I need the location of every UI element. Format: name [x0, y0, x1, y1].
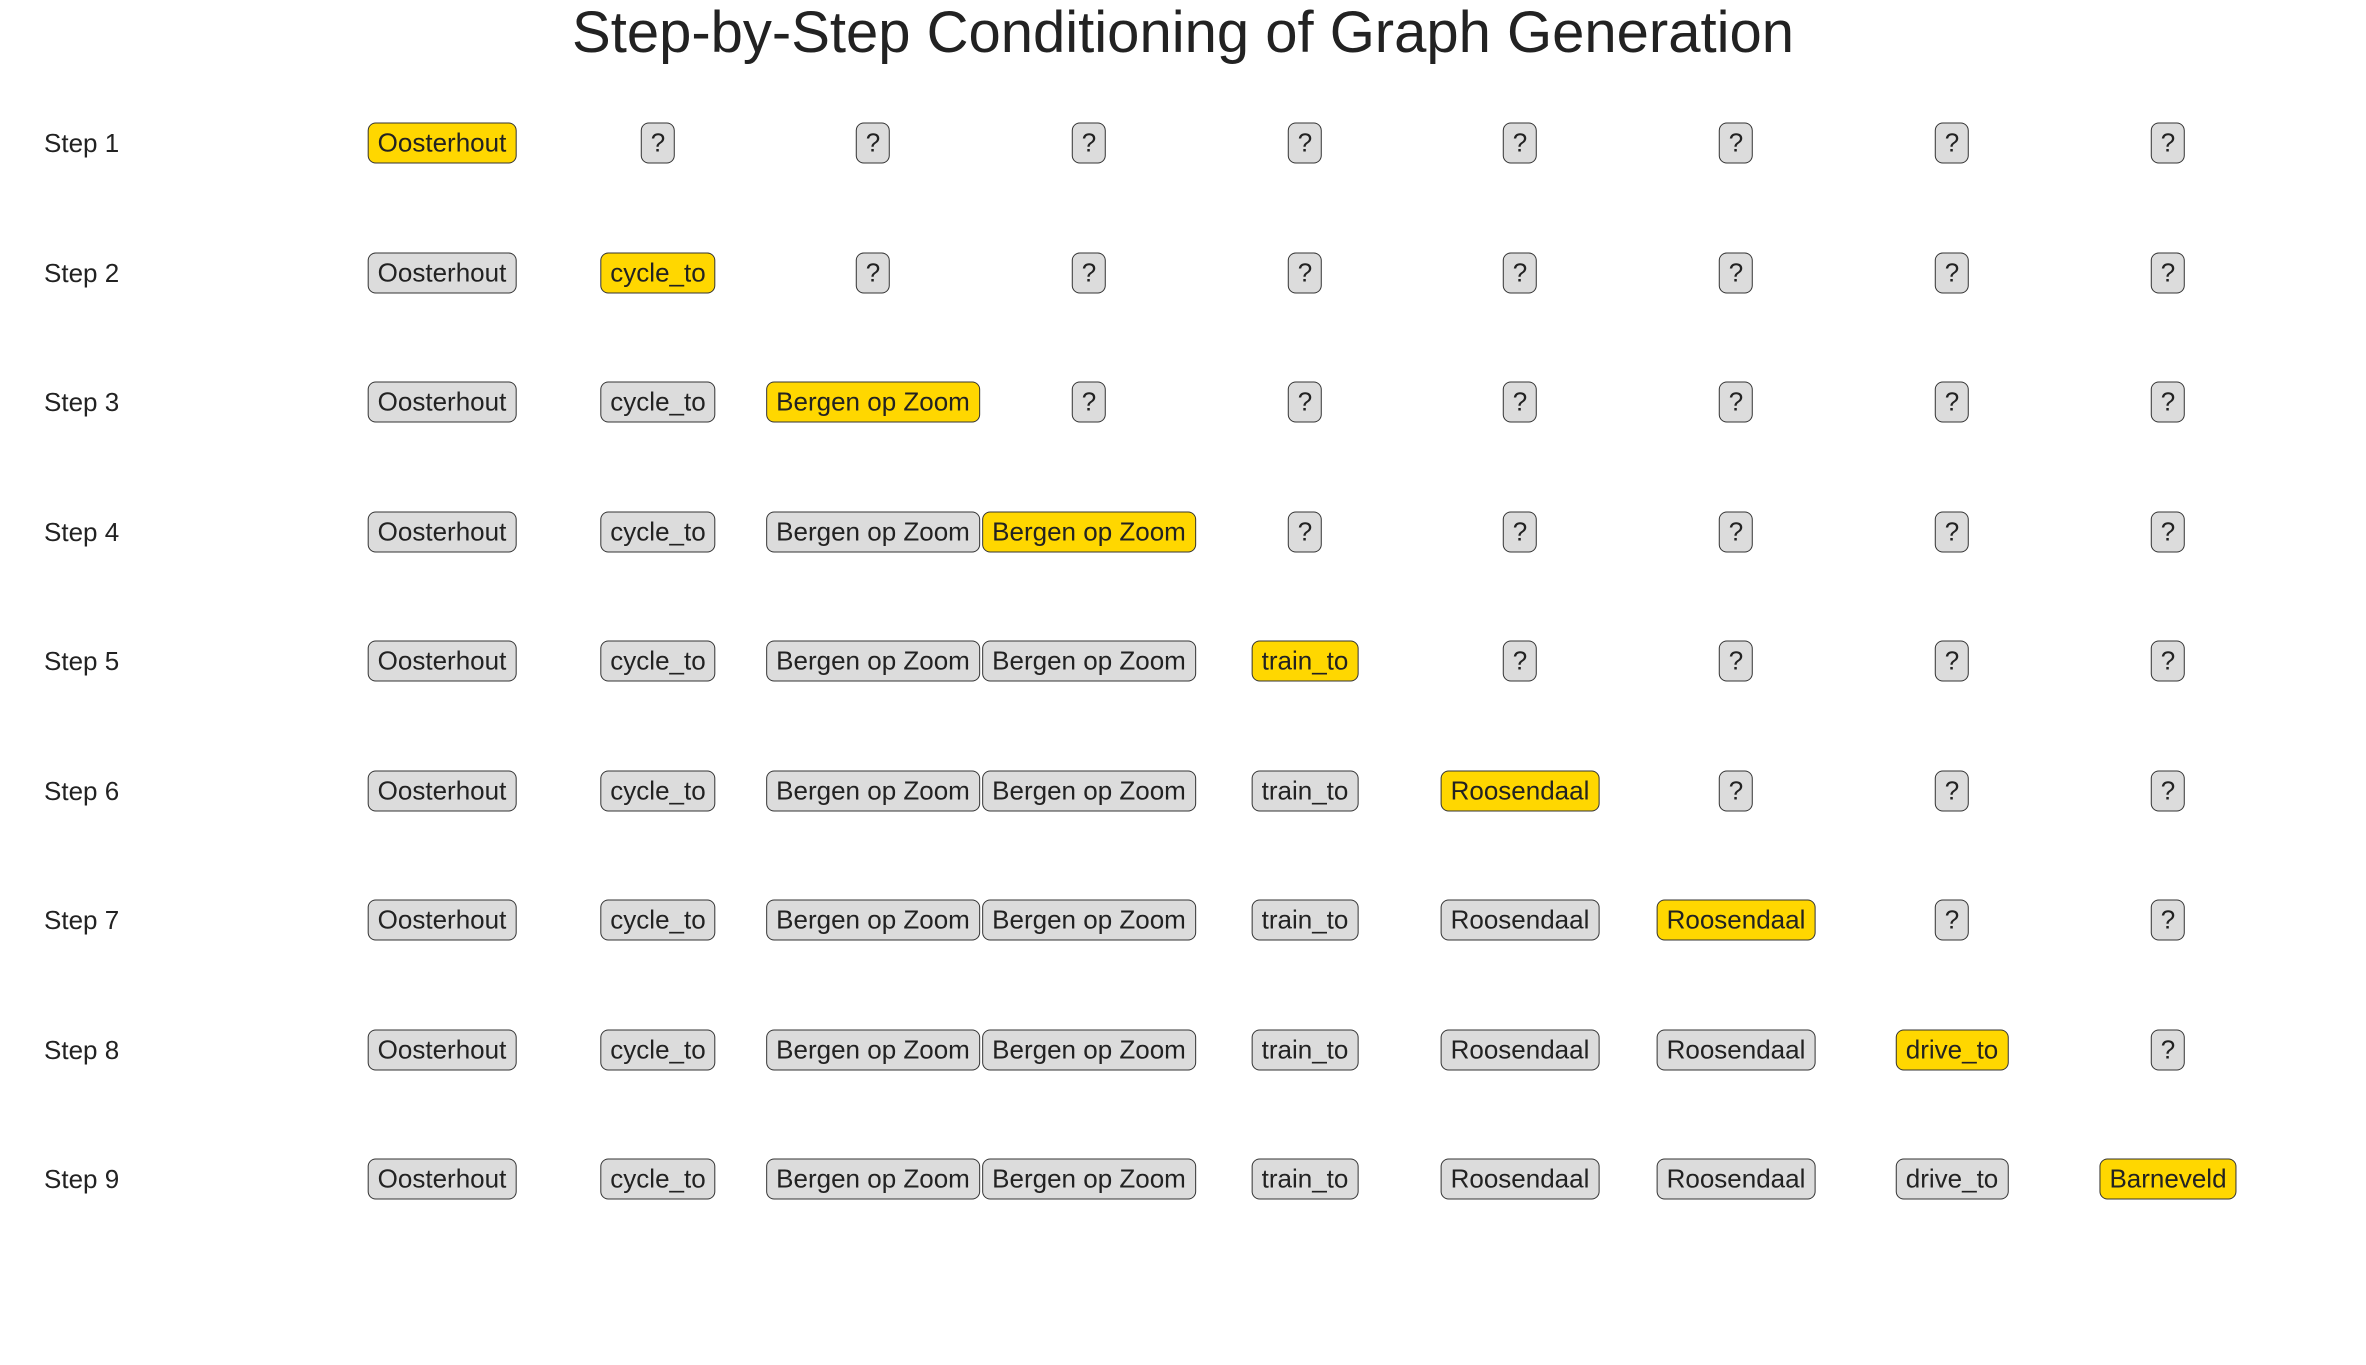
token-unknown: ?: [1718, 640, 1754, 682]
token-unknown: ?: [640, 122, 676, 164]
token-unknown: ?: [2150, 899, 2186, 941]
token-unknown: ?: [1287, 122, 1323, 164]
token-known: Oosterhout: [367, 511, 517, 552]
step-label: Step 6: [44, 775, 120, 806]
token-known: Bergen op Zoom: [982, 1029, 1196, 1070]
token-current: Roosendaal: [1440, 770, 1600, 811]
step-label: Step 3: [44, 387, 120, 417]
token-unknown: ?: [1718, 381, 1754, 423]
token-unknown: ?: [2150, 511, 2186, 552]
step-label: Step 1: [44, 128, 120, 158]
token-known: train_to: [1251, 1158, 1359, 1200]
token-known: cycle_to: [600, 640, 716, 682]
token-unknown: ?: [1502, 640, 1538, 682]
token-known: Bergen op Zoom: [766, 511, 980, 552]
token-known: Roosendaal: [1656, 1029, 1816, 1070]
token-current: Bergen op Zoom: [982, 511, 1196, 552]
token-unknown: ?: [1287, 511, 1323, 552]
token-unknown: ?: [2150, 252, 2186, 293]
token-known: cycle_to: [600, 1029, 716, 1070]
token-known: Bergen op Zoom: [766, 1158, 980, 1200]
token-unknown: ?: [2150, 640, 2186, 682]
token-known: Roosendaal: [1656, 1158, 1816, 1200]
token-known: Oosterhout: [367, 1158, 517, 1200]
token-unknown: ?: [1934, 122, 1970, 164]
step-label: Step 5: [44, 646, 120, 676]
token-unknown: ?: [1287, 252, 1323, 293]
token-known: Bergen op Zoom: [982, 899, 1196, 941]
token-unknown: ?: [1934, 899, 1970, 941]
token-known: cycle_to: [600, 770, 716, 811]
diagram-title: Step-by-Step Conditioning of Graph Gener…: [572, 0, 1794, 65]
token-known: Roosendaal: [1440, 1158, 1600, 1200]
token-unknown: ?: [1934, 511, 1970, 552]
token-unknown: ?: [1071, 252, 1107, 293]
step-label: Step 9: [44, 1164, 120, 1194]
token-unknown: ?: [2150, 770, 2186, 811]
token-current: drive_to: [1895, 1029, 2009, 1070]
token-unknown: ?: [1071, 381, 1107, 423]
token-unknown: ?: [1287, 381, 1323, 423]
token-unknown: ?: [1718, 122, 1754, 164]
token-unknown: ?: [1934, 252, 1970, 293]
token-known: Bergen op Zoom: [766, 1029, 980, 1070]
token-unknown: ?: [1934, 770, 1970, 811]
token-known: cycle_to: [600, 511, 716, 552]
token-known: Oosterhout: [367, 381, 517, 423]
token-unknown: ?: [1502, 252, 1538, 293]
token-known: Bergen op Zoom: [766, 899, 980, 941]
token-known: Bergen op Zoom: [766, 640, 980, 682]
token-current: Oosterhout: [367, 122, 517, 164]
token-known: train_to: [1251, 770, 1359, 811]
token-known: Bergen op Zoom: [982, 640, 1196, 682]
step-label: Step 2: [44, 257, 120, 288]
token-unknown: ?: [1502, 122, 1538, 164]
token-unknown: ?: [1718, 770, 1754, 811]
token-current: train_to: [1251, 640, 1359, 682]
token-current: cycle_to: [600, 252, 716, 293]
token-unknown: ?: [855, 252, 891, 293]
step-label: Step 4: [44, 516, 120, 547]
step-label: Step 8: [44, 1034, 120, 1065]
token-known: Roosendaal: [1440, 899, 1600, 941]
token-known: Bergen op Zoom: [766, 770, 980, 811]
token-unknown: ?: [2150, 381, 2186, 423]
token-known: Oosterhout: [367, 899, 517, 941]
token-known: Oosterhout: [367, 770, 517, 811]
token-unknown: ?: [1718, 511, 1754, 552]
token-current: Roosendaal: [1656, 899, 1816, 941]
token-known: Oosterhout: [367, 252, 517, 293]
token-unknown: ?: [1718, 252, 1754, 293]
token-unknown: ?: [1934, 640, 1970, 682]
token-known: Oosterhout: [367, 1029, 517, 1070]
token-unknown: ?: [1502, 381, 1538, 423]
token-known: Bergen op Zoom: [982, 1158, 1196, 1200]
token-unknown: ?: [2150, 1029, 2186, 1070]
token-current: Bergen op Zoom: [766, 381, 980, 423]
token-known: train_to: [1251, 899, 1359, 941]
token-known: Bergen op Zoom: [982, 770, 1196, 811]
token-known: train_to: [1251, 1029, 1359, 1070]
token-known: Roosendaal: [1440, 1029, 1600, 1070]
token-known: Oosterhout: [367, 640, 517, 682]
token-known: cycle_to: [600, 899, 716, 941]
token-unknown: ?: [1071, 122, 1107, 164]
token-unknown: ?: [2150, 122, 2186, 164]
token-unknown: ?: [1934, 381, 1970, 423]
token-known: drive_to: [1895, 1158, 2009, 1200]
token-current: Barneveld: [2099, 1158, 2237, 1200]
token-unknown: ?: [855, 122, 891, 164]
step-label: Step 7: [44, 905, 120, 935]
token-known: cycle_to: [600, 1158, 716, 1200]
token-unknown: ?: [1502, 511, 1538, 552]
token-known: cycle_to: [600, 381, 716, 423]
